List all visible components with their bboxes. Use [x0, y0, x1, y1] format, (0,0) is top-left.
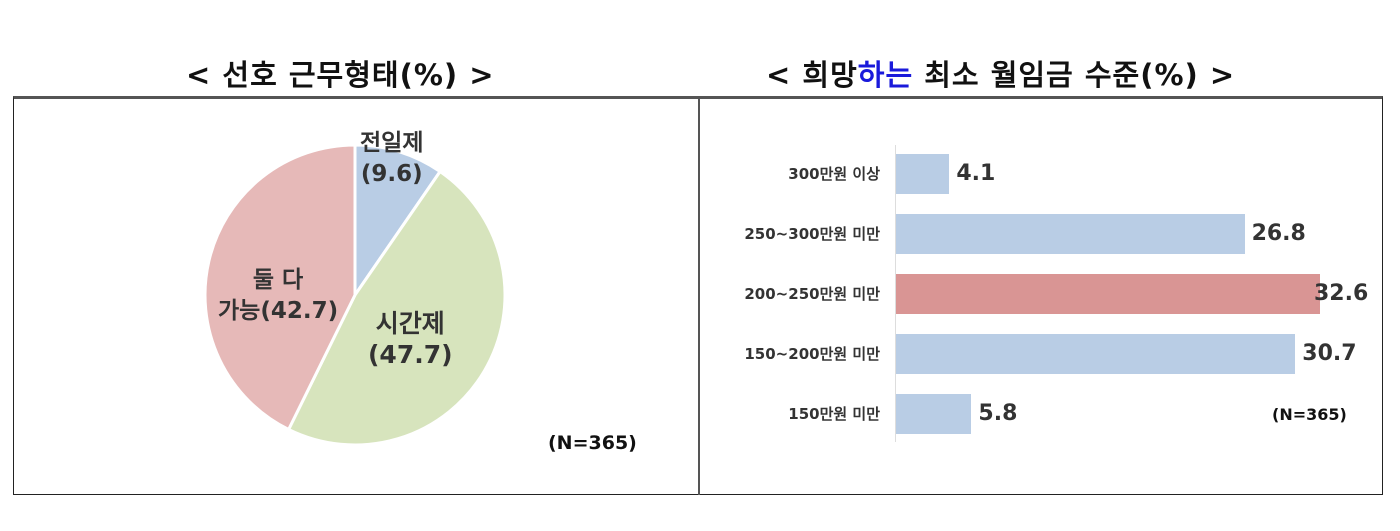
bar-category-label: 150~200만원 미만 [744, 345, 880, 363]
pie-label-fulltime-value: (9.6) [360, 161, 423, 187]
bar-value-label: 26.8 [1251, 221, 1306, 246]
pie-slice [203, 143, 357, 432]
bar-value-label: 5.8 [978, 401, 1018, 426]
pie-label-parttime-value: (47.7) [368, 340, 453, 369]
bar-chart-title: < 희망하는 최소 월임금 수준(%) > [766, 52, 1235, 94]
sample-size-label-left: (N=365) [548, 432, 637, 454]
pie-label-both-value: 가능(42.7) [218, 298, 339, 324]
pie-label-both: 둘 다 가능(42.7) [218, 265, 338, 327]
bar-category-label: 250~300만원 미만 [744, 225, 880, 243]
title-text-1: < 희망 [766, 58, 858, 92]
title-highlight-text: 하는 [857, 58, 914, 92]
bar-value-label: 30.7 [1302, 341, 1357, 366]
panel-divider [698, 96, 700, 495]
bar-chart-axis [895, 145, 896, 442]
bar [896, 334, 1296, 374]
bar [896, 274, 1320, 314]
pie-slice [353, 143, 443, 300]
pie-chart-title: < 선호 근무형태(%) > [186, 58, 495, 92]
pie-chart [203, 143, 507, 447]
pie-label-fulltime-name: 전일제 [360, 130, 424, 156]
title-text-2: 최소 월임금 수준(%) > [913, 58, 1236, 92]
bar-category-label: 300만원 이상 [788, 165, 880, 183]
bar [896, 394, 972, 434]
pie-label-parttime: 시간제 (47.7) [368, 308, 453, 370]
bar [896, 154, 950, 194]
bar-category-label: 200~250만원 미만 [744, 285, 880, 303]
pie-label-parttime-name: 시간제 [375, 309, 445, 338]
bar-value-label: 4.1 [956, 161, 996, 186]
pie-slice [286, 169, 507, 447]
bar [896, 214, 1245, 254]
sample-size-label-right: (N=365) [1272, 405, 1347, 424]
bar-category-label: 150만원 미만 [788, 405, 880, 423]
pie-label-fulltime: 전일제 (9.6) [360, 128, 423, 190]
pie-label-both-name: 둘 다 [252, 267, 304, 293]
bar-value-label: 32.6 [1314, 281, 1369, 306]
